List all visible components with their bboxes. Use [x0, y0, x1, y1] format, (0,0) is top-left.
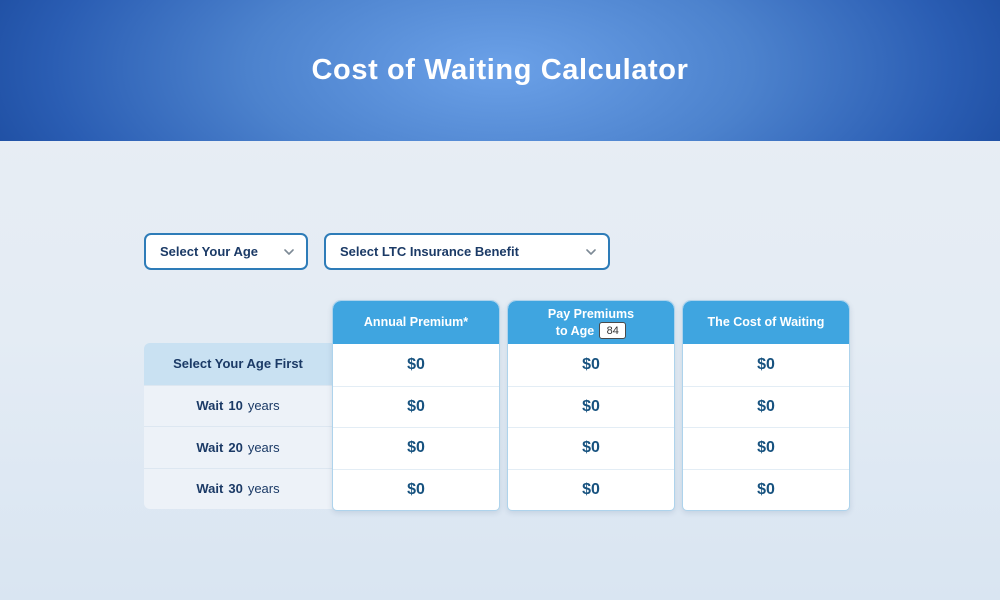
- premium-age-input[interactable]: [599, 322, 627, 340]
- column-cost-of-waiting: The Cost of Waiting $0 $0 $0 $0: [682, 300, 850, 511]
- row-label-prefix: Wait: [196, 481, 224, 497]
- cell-value: $0: [757, 439, 775, 457]
- header-banner: Cost of Waiting Calculator: [0, 0, 1000, 141]
- row-label-prefix: Wait: [196, 439, 224, 455]
- column-header-text: Annual Premium*: [363, 315, 469, 330]
- table-cell: $0: [333, 427, 499, 469]
- table-cell: $0: [683, 344, 849, 386]
- row-label-select-age-first: Select Your Age First: [144, 343, 332, 385]
- cell-value: $0: [407, 355, 425, 373]
- cell-value: $0: [582, 355, 600, 373]
- filter-controls: Select Your Age Select LTC Insurance Ben…: [144, 233, 610, 270]
- cell-value: $0: [757, 397, 775, 415]
- column-header-text: The Cost of Waiting: [707, 315, 825, 330]
- cell-value: $0: [407, 397, 425, 415]
- label-header-spacer: [144, 300, 332, 343]
- table-cell: $0: [508, 385, 674, 428]
- column-header-text-line1: Pay Premiums: [547, 306, 635, 321]
- row-label-number: 30: [228, 481, 243, 497]
- row-label-number: 20: [228, 439, 243, 455]
- table-cell: $0: [333, 344, 499, 386]
- cell-value: $0: [582, 480, 600, 498]
- column-header-pay-premiums: Pay Premiums to Age: [508, 301, 674, 344]
- cell-value: $0: [407, 480, 425, 498]
- benefit-select[interactable]: Select LTC Insurance Benefit: [324, 233, 610, 270]
- table-cell: $0: [683, 427, 849, 469]
- table-cell: $0: [683, 385, 849, 428]
- cell-value: $0: [407, 439, 425, 457]
- column-header-cost-of-waiting: The Cost of Waiting: [683, 301, 849, 344]
- column-header-annual-premium: Annual Premium*: [333, 301, 499, 344]
- table-cell: $0: [508, 427, 674, 469]
- row-label-wait-20: Wait 20 years: [144, 426, 332, 468]
- column-pay-premiums: Pay Premiums to Age $0 $0 $0 $0: [507, 300, 675, 511]
- row-label-wait-10: Wait 10 years: [144, 384, 332, 426]
- age-select[interactable]: Select Your Age: [144, 233, 308, 270]
- table-cell: $0: [508, 468, 674, 511]
- age-select-value: Select Your Age: [160, 244, 259, 259]
- page-title: Cost of Waiting Calculator: [311, 54, 689, 86]
- row-label-number: 10: [228, 398, 243, 414]
- cell-value: $0: [757, 480, 775, 498]
- row-label-prefix: Wait: [196, 398, 224, 414]
- row-label-text: Select Your Age First: [173, 356, 303, 372]
- cell-value: $0: [582, 397, 600, 415]
- row-label-suffix: years: [247, 398, 280, 414]
- cell-value: $0: [757, 355, 775, 373]
- row-label-suffix: years: [247, 481, 280, 497]
- table-cell: $0: [333, 385, 499, 428]
- cell-value: $0: [582, 439, 600, 457]
- to-age-label: to Age: [555, 323, 595, 338]
- row-label-wait-30: Wait 30 years: [144, 467, 332, 509]
- table-cell: $0: [508, 344, 674, 386]
- table-cell: $0: [333, 468, 499, 511]
- row-label-suffix: years: [247, 439, 280, 455]
- benefit-select-value: Select LTC Insurance Benefit: [340, 244, 519, 259]
- cost-of-waiting-table: Select Your Age First Wait 10 years Wait…: [144, 300, 850, 511]
- row-labels-column: Select Your Age First Wait 10 years Wait…: [144, 300, 332, 509]
- chevron-down-icon: [586, 248, 596, 255]
- chevron-down-icon: [284, 248, 294, 255]
- table-cell: $0: [683, 468, 849, 511]
- column-annual-premium: Annual Premium* $0 $0 $0 $0: [332, 300, 500, 511]
- column-header-text-line2: to Age: [555, 322, 627, 340]
